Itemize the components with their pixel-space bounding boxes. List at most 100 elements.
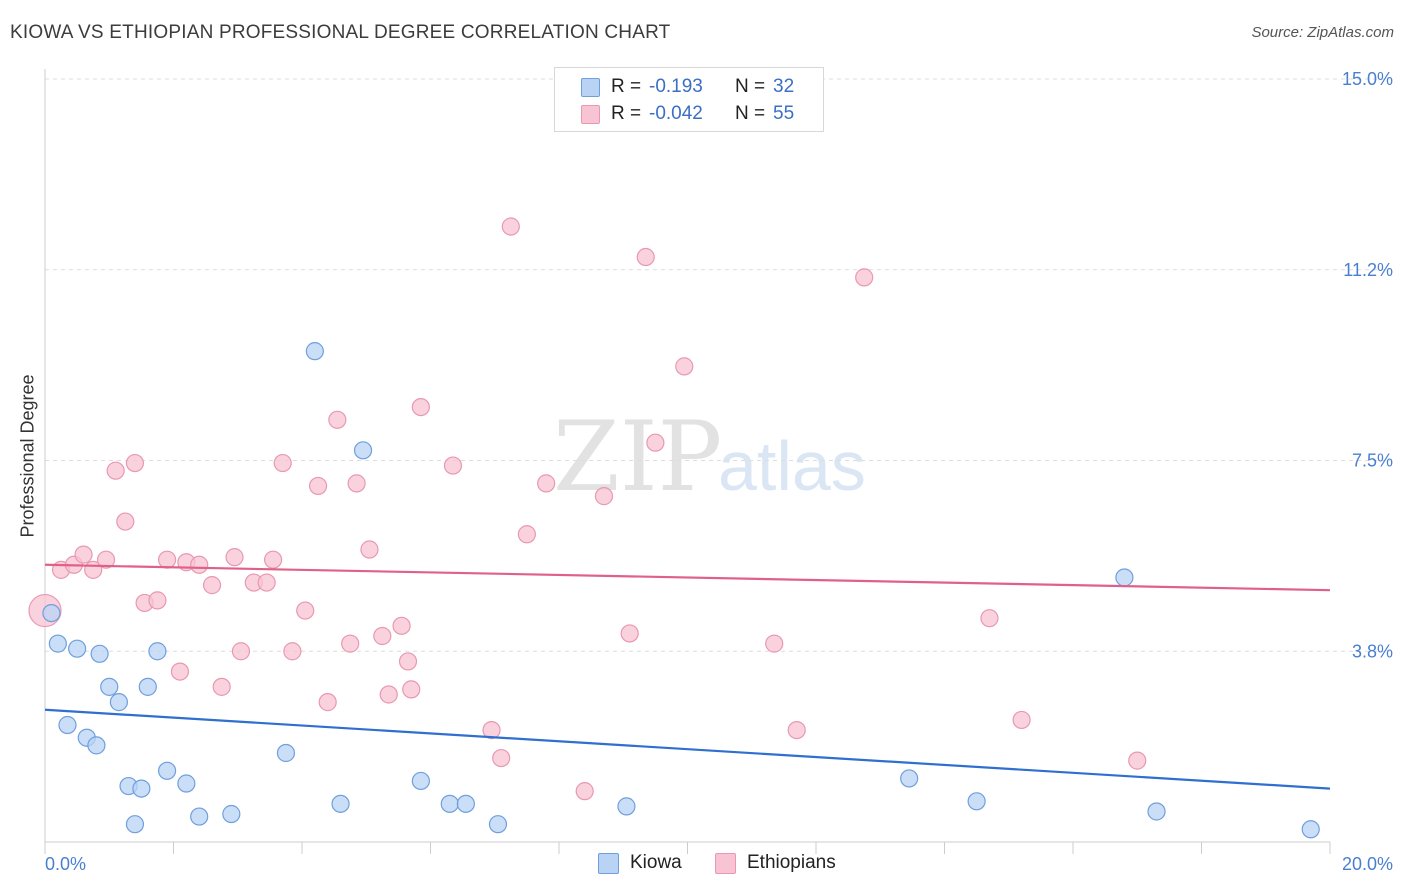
kiowa-point xyxy=(157,761,177,780)
legend-r-label: R = xyxy=(611,103,642,124)
kiowa-point xyxy=(148,642,167,661)
ethiopians-point xyxy=(765,634,784,653)
ethiopians-point xyxy=(341,634,360,653)
ethiopians-point xyxy=(190,555,209,574)
source-credit: Source: ZipAtlas.com xyxy=(1251,24,1394,41)
kiowa-point xyxy=(90,644,109,663)
kiowa-legend-label: Kiowa xyxy=(630,852,682,873)
ethiopians-point xyxy=(379,685,398,704)
ethiopians-point xyxy=(360,540,379,559)
kiowa-point xyxy=(42,603,61,623)
kiowa-point xyxy=(48,634,67,653)
ethiopians-point xyxy=(1128,751,1147,770)
ethiopians-point xyxy=(482,720,501,740)
ethiopians-point xyxy=(501,217,520,236)
ethiopians-point xyxy=(517,525,536,544)
watermark-atlas: atlas xyxy=(718,427,866,505)
ethiopians-legend-swatch xyxy=(715,853,736,874)
watermark-zip: ZIP xyxy=(553,401,722,513)
ethiopians-point xyxy=(347,474,366,493)
ethiopians-point xyxy=(116,512,135,531)
legend-n-label: N = xyxy=(735,76,766,97)
grid xyxy=(45,78,1390,652)
kiowa-point xyxy=(488,815,508,834)
kiowa-point xyxy=(132,779,151,798)
kiowa-point xyxy=(100,677,119,696)
x-tick-label-0: 0.0% xyxy=(45,854,86,874)
ethiopians-legend-label: Ethiopians xyxy=(747,852,836,873)
tick-labels: 3.8% 7.5% 11.2% 15.0% 0.0% 20.0% xyxy=(45,69,1393,874)
y-tick-label-1: 7.5% xyxy=(1352,451,1393,471)
kiowa-point xyxy=(1115,568,1134,587)
ethiopians-point xyxy=(106,461,125,480)
ethiopians-point xyxy=(787,720,806,740)
ethiopians-point xyxy=(855,268,874,287)
kiowa-point xyxy=(1301,820,1320,839)
kiowa-point xyxy=(411,771,430,791)
correlation-legend: R = -0.193 N = 32 R = -0.042 N = 55 xyxy=(554,67,824,132)
ethiopians-point xyxy=(537,474,556,493)
legend-r-value-ethiopians: -0.042 xyxy=(649,103,703,124)
y-tick-label-2: 11.2% xyxy=(1343,260,1393,280)
ethiopians-point xyxy=(283,642,302,661)
ethiopians-point xyxy=(257,573,276,592)
kiowa-point xyxy=(456,794,475,813)
ethiopians-point xyxy=(318,693,337,712)
ethiopians-point xyxy=(575,782,594,801)
kiowa-point xyxy=(87,736,106,755)
ethiopians-point xyxy=(74,545,93,564)
ethiopians-point xyxy=(492,748,511,768)
trend-lines xyxy=(44,563,1331,790)
ethiopians-point xyxy=(594,487,614,506)
ethiopians-point xyxy=(202,576,222,595)
ethiopians-point xyxy=(225,548,244,567)
kiowa-point xyxy=(109,693,128,712)
ethiopians-point xyxy=(263,550,283,569)
ethiopians-trend-line xyxy=(44,563,1331,592)
kiowa-point xyxy=(222,804,241,824)
legend-n-label: N = xyxy=(735,103,766,124)
kiowa-point xyxy=(58,715,77,735)
kiowa-point xyxy=(68,639,87,658)
ethiopians-point xyxy=(212,677,231,696)
kiowa-point xyxy=(967,792,986,811)
ethiopians-point xyxy=(170,662,190,681)
kiowa-point xyxy=(276,743,296,763)
y-tick-label-3: 15.0% xyxy=(1342,69,1393,89)
kiowa-point xyxy=(331,794,350,813)
kiowa-point xyxy=(190,807,209,826)
kiowa-point xyxy=(125,815,145,834)
y-tick-label-0: 3.8% xyxy=(1352,641,1393,661)
ethiopians-point xyxy=(443,456,463,475)
ethiopians-point xyxy=(980,609,999,628)
kiowa-point xyxy=(1147,802,1166,821)
ethiopians-point xyxy=(402,680,421,699)
kiowa-point xyxy=(177,774,196,793)
ethiopians-point xyxy=(398,652,418,671)
legend-n-value-kiowa: 32 xyxy=(773,76,795,97)
legend-r-label: R = xyxy=(611,76,642,97)
ethiopians-point xyxy=(296,601,315,620)
x-tick-label-1: 20.0% xyxy=(1342,854,1393,874)
legend-n-value-ethiopians: 55 xyxy=(773,103,795,124)
kiowa-trend-line xyxy=(44,708,1331,790)
ethiopians-point xyxy=(273,453,292,473)
ethiopians-point xyxy=(1012,710,1031,730)
watermark: ZIP atlas xyxy=(553,401,866,513)
kiowa-point xyxy=(353,441,373,460)
ethiopians-point xyxy=(620,624,639,643)
legend-r-value-kiowa: -0.193 xyxy=(649,76,703,97)
kiowa-legend-swatch xyxy=(598,853,619,874)
ethiopians-point xyxy=(646,433,665,452)
kiowa-point xyxy=(900,769,919,788)
kiowa-point xyxy=(138,677,157,696)
ethiopians-point xyxy=(328,410,347,429)
kiowa-swatch xyxy=(581,78,600,97)
ethiopians-point xyxy=(373,626,392,646)
ethiopians-point xyxy=(231,642,251,661)
ethiopians-point xyxy=(636,247,655,267)
ethiopians-point xyxy=(148,591,167,610)
axes xyxy=(44,69,1331,854)
kiowa-point xyxy=(617,797,636,816)
ethiopians-point xyxy=(308,476,328,496)
